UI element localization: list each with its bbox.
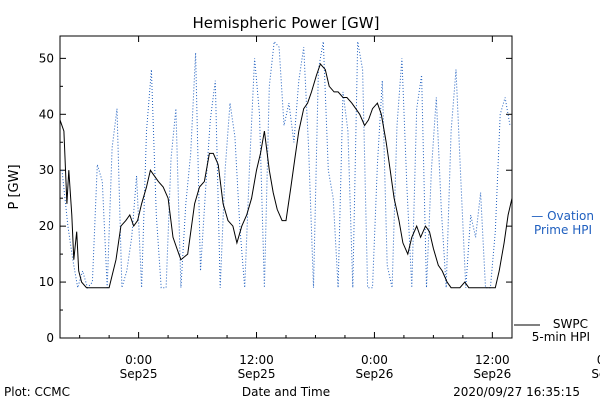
y-tick-label: 50 <box>39 51 54 65</box>
y-axis-label: P [GW] <box>7 164 22 209</box>
ovation-legend: — Ovation Prime HPI <box>531 209 594 237</box>
series-ovation-line <box>61 40 511 289</box>
x-tick-label-date: Sep26 <box>355 367 393 381</box>
y-tick-label: 30 <box>39 163 54 177</box>
swpc-hpi-series <box>59 63 513 289</box>
x-tick-label-time: 12:00 <box>475 353 510 367</box>
x-tick-label-date: Sep26 <box>473 367 511 381</box>
x-axis: 0:00Sep2512:00Sep250:00Sep2612:00Sep260:… <box>79 36 600 381</box>
chart-title: Hemispheric Power [GW] <box>193 14 380 32</box>
x-tick-label-time: 12:00 <box>239 353 274 367</box>
footer-timestamp: 2020/09/27 16:35:15 <box>453 385 580 399</box>
x-tick-label-time: 0:00 <box>125 353 152 367</box>
x-tick-label-date: Sep25 <box>120 367 158 381</box>
x-tick-label-time: 0:00 <box>597 353 600 367</box>
ovation-legend-line1: — Ovation <box>531 209 594 223</box>
y-axis: 0 10 20 30 40 50 <box>39 51 512 345</box>
x-tick-label-time: 0:00 <box>361 353 388 367</box>
x-tick-label-date: Sep25 <box>238 367 276 381</box>
series-swpc-line <box>59 63 513 289</box>
swpc-legend-line1: SWPC <box>553 317 588 331</box>
swpc-legend: SWPC 5-min HPI <box>514 317 590 344</box>
ovation-prime-series <box>61 40 511 289</box>
y-tick-label: 10 <box>39 275 54 289</box>
footer-plot-source: Plot: CCMC <box>4 385 70 399</box>
swpc-legend-line2: 5-min HPI <box>532 330 590 344</box>
y-tick-label: 20 <box>39 219 54 233</box>
y-tick-label: 0 <box>46 331 54 345</box>
plot-area-frame <box>59 35 513 339</box>
y-tick-label: 40 <box>39 107 54 121</box>
x-axis-label: Date and Time <box>242 385 330 399</box>
ovation-legend-line2: Prime HPI <box>534 223 592 237</box>
x-tick-label-date: Sep27 <box>591 367 600 381</box>
